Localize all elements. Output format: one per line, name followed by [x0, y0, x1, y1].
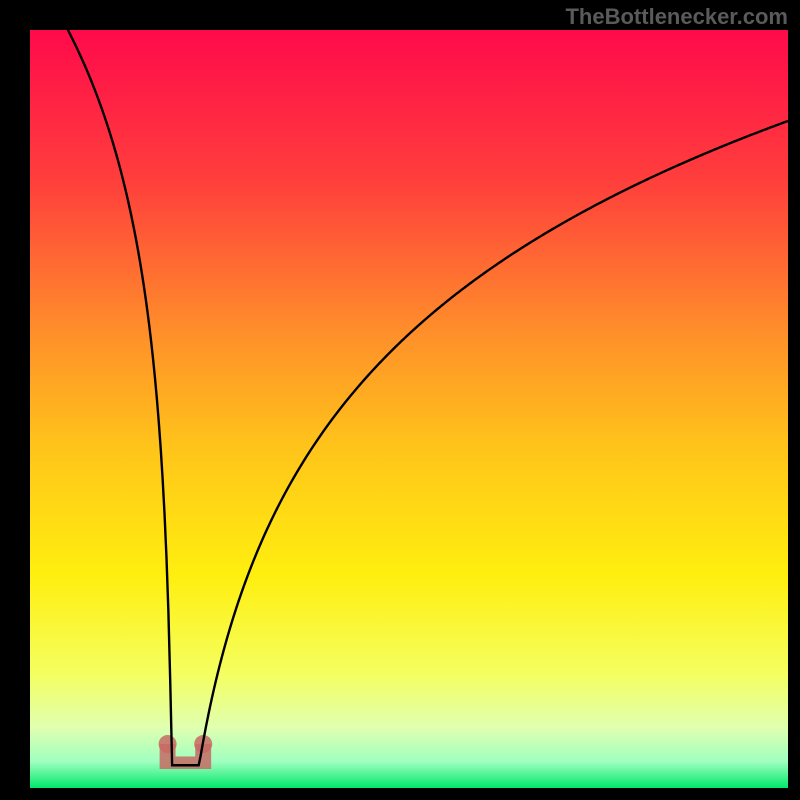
chart-plot-area [30, 30, 788, 788]
bottleneck-chart-container: TheBottlenecker.com [0, 0, 800, 800]
watermark-text: TheBottlenecker.com [565, 4, 788, 30]
bottleneck-chart [0, 0, 800, 800]
valley-marker-dot-left [159, 735, 177, 753]
